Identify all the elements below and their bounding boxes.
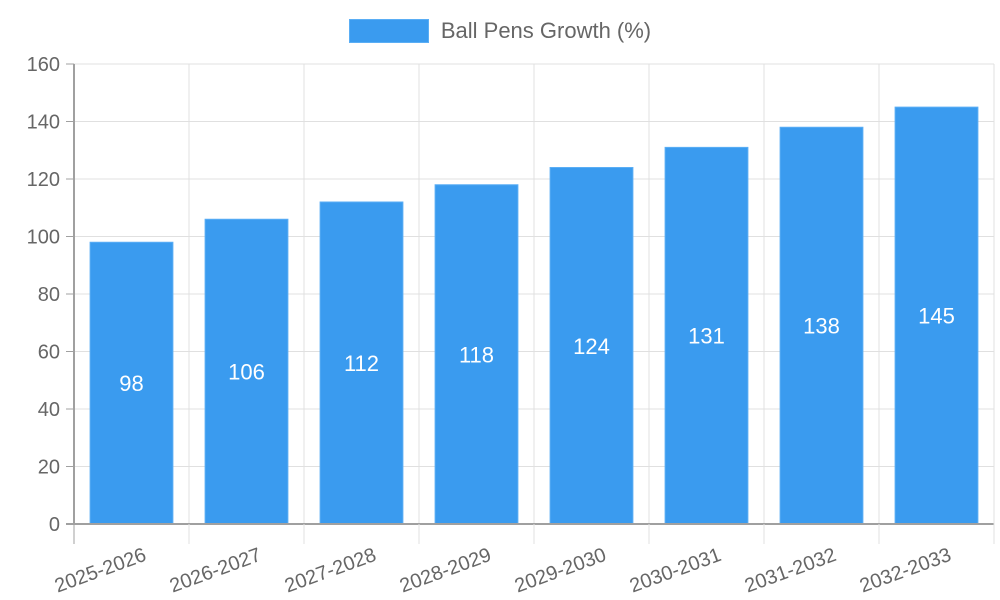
x-tick-label: 2032-2033 <box>857 544 954 597</box>
bar[interactable] <box>89 241 174 525</box>
bar-value-label: 106 <box>228 360 265 385</box>
bar-value-label: 138 <box>803 314 840 339</box>
bar-value-label: 112 <box>344 351 379 376</box>
bar[interactable] <box>434 184 519 525</box>
bar[interactable] <box>779 126 864 525</box>
bar[interactable] <box>549 167 634 525</box>
bar[interactable] <box>664 146 749 525</box>
chart-legend[interactable]: Ball Pens Growth (%) <box>0 18 1000 44</box>
y-axis-ticks: 0 20 40 60 80 100 120 140 160 <box>27 54 74 536</box>
legend-label: Ball Pens Growth (%) <box>440 18 652 43</box>
x-tick-label: 2026-2027 <box>167 544 264 597</box>
bar[interactable] <box>894 106 979 525</box>
x-tick-label: 2025-2026 <box>52 544 149 597</box>
y-tick-label: 0 <box>49 514 60 536</box>
x-tick-label: 2031-2032 <box>742 544 839 597</box>
x-tick-label: 2027-2028 <box>282 544 379 597</box>
legend-swatch <box>348 19 429 43</box>
x-tick-label: 2030-2031 <box>627 544 724 597</box>
x-tick-label: 2028-2029 <box>397 544 494 597</box>
bar-value-label: 98 <box>119 371 143 396</box>
y-tick-label: 60 <box>38 342 60 364</box>
y-tick-label: 20 <box>38 457 60 479</box>
bar-value-label: 131 <box>688 324 725 349</box>
x-axis-ticks: 2025-2026 2026-2027 2027-2028 2028-2029 2029… <box>52 524 995 597</box>
bar-value-label: 118 <box>459 342 494 367</box>
x-tick-label: 2029-2030 <box>512 544 609 597</box>
y-tick-label: 40 <box>38 399 60 421</box>
y-tick-label: 120 <box>27 169 60 191</box>
y-tick-label: 160 <box>27 54 60 76</box>
bar[interactable] <box>204 218 289 525</box>
bar[interactable] <box>319 201 404 525</box>
y-tick-label: 140 <box>27 112 60 134</box>
bar-value-label: 145 <box>918 304 955 329</box>
y-tick-label: 80 <box>38 284 60 306</box>
y-tick-label: 100 <box>27 227 60 249</box>
bar-value-label: 124 <box>573 334 610 359</box>
bars: 98 106 112 118 124 131 138 145 <box>89 106 979 525</box>
